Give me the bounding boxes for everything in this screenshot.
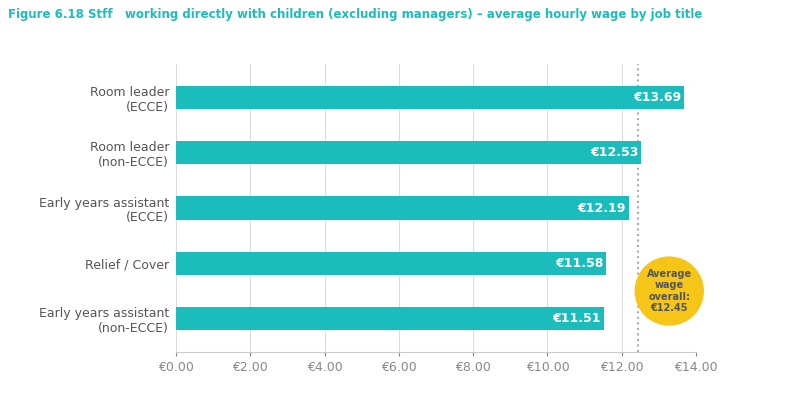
Text: €12.53: €12.53 xyxy=(590,146,638,159)
Text: €11.58: €11.58 xyxy=(554,257,603,270)
Text: €13.69: €13.69 xyxy=(634,91,682,104)
Bar xyxy=(176,252,606,275)
Bar xyxy=(176,86,685,109)
Text: Figure 6.18 Stff   working directly with children (excluding managers) – average: Figure 6.18 Stff working directly with c… xyxy=(8,8,702,21)
Bar xyxy=(176,307,603,330)
Text: €11.51: €11.51 xyxy=(552,312,601,325)
Text: €12.19: €12.19 xyxy=(578,202,626,214)
Text: Average
wage
overall:
€12.45: Average wage overall: €12.45 xyxy=(646,269,692,314)
Bar xyxy=(176,141,642,164)
Ellipse shape xyxy=(635,257,703,325)
Bar xyxy=(176,196,629,220)
